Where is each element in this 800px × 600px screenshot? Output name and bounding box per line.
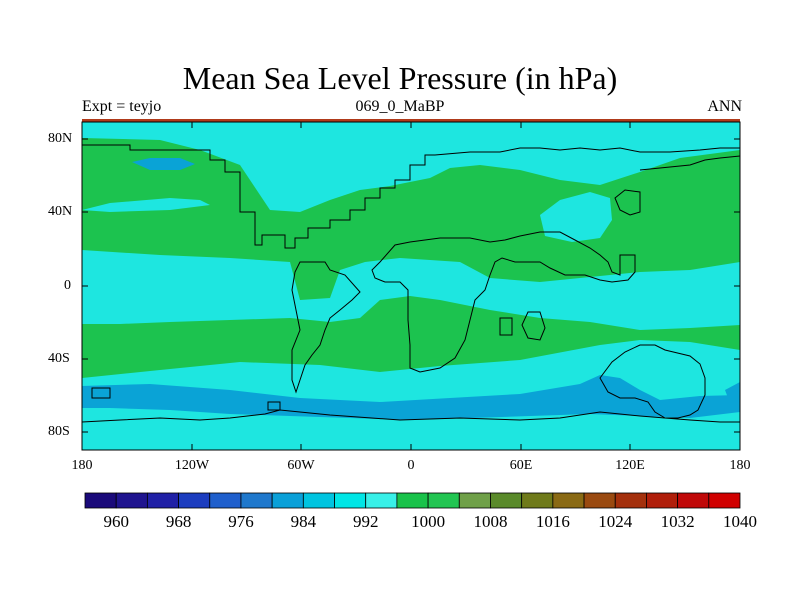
subtitle-right: ANN (707, 98, 742, 115)
colorbar-swatch (427, 492, 460, 509)
colorbar-label: 960 (103, 512, 129, 531)
pressure-field (82, 122, 740, 450)
top-band (82, 119, 740, 122)
colorbar-label: 992 (352, 512, 379, 531)
subtitle-left: Expt = teyjo (82, 98, 162, 115)
colorbar-swatch (302, 492, 335, 509)
colorbar-label: 1008 (473, 512, 508, 531)
colorbar-swatch (521, 492, 554, 509)
colorbar-label: 968 (165, 512, 192, 531)
lat-label: 40S (48, 351, 70, 366)
colorbar-label: 984 (290, 512, 317, 531)
colorbar-swatch (646, 492, 679, 509)
colorbar-swatch (334, 492, 367, 509)
lat-label: 40N (48, 204, 73, 219)
colorbar-swatch (490, 492, 523, 509)
colorbar-swatch (396, 492, 429, 509)
lat-label: 0 (64, 278, 71, 293)
colorbar-label: 1032 (660, 512, 695, 531)
page-title: Mean Sea Level Pressure (in hPa) (182, 60, 618, 96)
coastline-africa-eurasia (371, 231, 636, 373)
colorbar-swatch (178, 492, 211, 509)
cyan-island-asia (540, 192, 612, 242)
colorbar-swatch (708, 492, 741, 509)
blue-band-south (82, 375, 740, 420)
coastlines (82, 144, 740, 423)
colorbar-swatch (115, 492, 148, 509)
colorbar-swatch (614, 492, 647, 509)
lon-label: 180 (729, 458, 751, 473)
lon-label: 0 (407, 458, 415, 473)
colorbar-swatch (146, 492, 179, 509)
colorbar (84, 492, 741, 509)
colorbar-swatch (209, 492, 242, 509)
lon-label: 60E (509, 458, 533, 473)
blue-patch-north (132, 158, 195, 170)
lon-label: 180 (71, 458, 93, 473)
cyan-band-south (82, 340, 740, 450)
colorbar-swatch (240, 492, 273, 509)
cyan-band-tropical (82, 250, 740, 330)
lat-label: 80S (48, 424, 70, 439)
lon-label: 60W (287, 458, 315, 473)
colorbar-swatch (84, 492, 117, 509)
colorbar-label: 1016 (535, 512, 570, 531)
coastline-north-america (82, 144, 435, 249)
coastline-islands (91, 311, 546, 411)
lat-label: 80N (48, 131, 73, 146)
colorbar-swatch (365, 492, 398, 509)
coastline-asia-north (434, 147, 740, 216)
colorbar-label: 1000 (411, 512, 446, 531)
coastline-australia (599, 344, 706, 419)
colorbar-label: 976 (228, 512, 254, 531)
colorbar-swatch (677, 492, 710, 509)
colorbar-label: 1024 (598, 512, 633, 531)
lon-label: 120E (615, 458, 645, 473)
ticks (82, 122, 740, 450)
cyan-band-north (82, 122, 740, 212)
coastline-south-america (291, 261, 361, 394)
subtitle-center: 069_0_MaBP (355, 98, 445, 115)
colorbar-swatch (458, 492, 491, 509)
lon-label: 120W (174, 458, 210, 473)
colorbar-swatch (552, 492, 585, 509)
colorbar-swatch (583, 492, 616, 509)
cyan-island-pacific (82, 198, 210, 212)
colorbar-swatch (271, 492, 304, 509)
blue-patch-east (725, 382, 740, 400)
colorbar-label: 1040 (723, 512, 757, 531)
coastline-antarctica (82, 409, 740, 423)
